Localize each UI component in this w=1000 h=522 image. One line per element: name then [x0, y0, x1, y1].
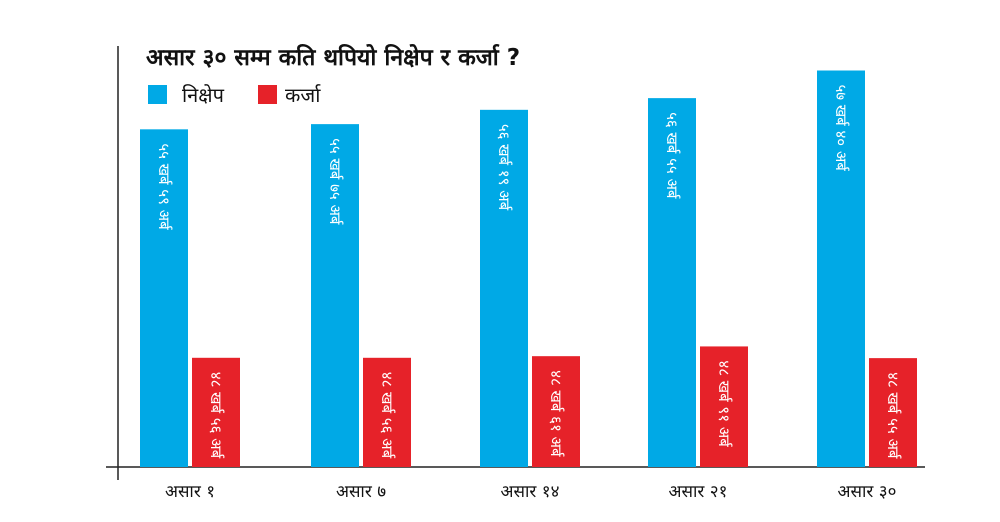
- loan-bar-4: [700, 346, 748, 467]
- loan-data-label-5: ४८ खर्ब ५५ अर्ब: [884, 372, 902, 459]
- x-tick-label-1: असार १: [165, 482, 215, 502]
- deposit-bar-1: [140, 129, 188, 467]
- legend-swatch-deposit: [148, 85, 167, 104]
- loan-data-label-2: ४८ खर्ब ५६ अर्ब: [378, 372, 396, 459]
- loan-data-label-1: ४८ खर्ब ५६ अर्ब: [207, 372, 225, 459]
- deposit-data-label-4: ५६ खर्ब ५५ अर्ब: [663, 112, 681, 199]
- x-tick-label-3: असार १४: [501, 482, 560, 502]
- chart-title: असार ३० सम्म कति थपियो निक्षेप र कर्जा ?: [146, 43, 520, 71]
- loan-bar-1: [192, 357, 240, 467]
- legend-label-deposit: निक्षेप: [182, 83, 225, 107]
- deposit-data-label-3: ५६ खर्ब १९ अर्ब: [495, 124, 513, 211]
- loan-data-label-4: ४८ खर्ब ९१ अर्ब: [715, 360, 733, 447]
- loan-bar-3: [532, 356, 580, 467]
- x-tick-label-5: असार ३०: [838, 482, 897, 502]
- deposit-bar-4: [648, 98, 696, 467]
- deposit-data-label-2: ५५ खर्ब ७५ अर्ब: [326, 138, 344, 225]
- deposit-data-label-5: ५७ खर्ब ४० अर्ब: [832, 85, 850, 172]
- x-tick-label-4: असार २१: [669, 482, 728, 502]
- loan-bar-5: [869, 358, 917, 467]
- x-tick-label-2: असार ७: [336, 482, 386, 502]
- legend-label-loan: कर्जा: [285, 83, 321, 107]
- legend-swatch-loan: [258, 85, 277, 104]
- deposit-bar-5: [817, 70, 865, 467]
- loan-bar-2: [363, 357, 411, 467]
- loan-data-label-3: ४८ खर्ब ६१ अर्ब: [547, 370, 565, 457]
- legend: निक्षेप कर्जा: [148, 83, 321, 107]
- bars-group: ५५ खर्ब ५९ अर्ब ४८ खर्ब ५६ अर्ब ५५ खर्ब ७५…: [140, 70, 917, 467]
- deposit-data-label-1: ५५ खर्ब ५९ अर्ब: [155, 143, 173, 230]
- x-tick-labels: असार १ असार ७ असार १४ असार २१ असार ३०: [165, 482, 897, 502]
- deposit-bar-3: [480, 109, 528, 467]
- deposit-bar-2: [311, 124, 359, 467]
